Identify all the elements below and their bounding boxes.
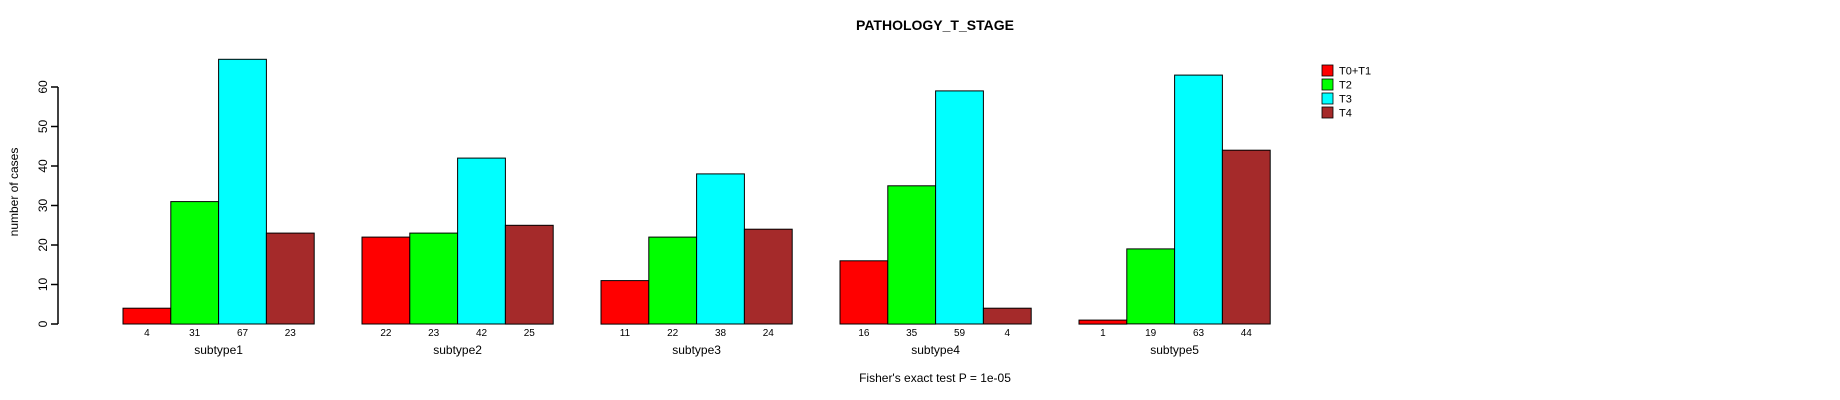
legend-swatch-T3 (1321, 92, 1334, 105)
bar-value-label: 4 (144, 328, 150, 339)
legend-swatch-T2 (1321, 78, 1334, 91)
bar-T0+T1-subtype5 (1078, 319, 1128, 325)
bar-T2-subtype3 (648, 236, 698, 325)
bar-value-label: 22 (380, 328, 392, 339)
bar-T0+T1-subtype1 (122, 307, 172, 325)
bar-value-label: 67 (237, 328, 249, 339)
legend-swatch-T0+T1 (1321, 64, 1334, 77)
bar-value-label: 31 (189, 328, 201, 339)
bars-layer (122, 58, 1271, 325)
legend-label-T0+T1: T0+T1 (1339, 66, 1371, 78)
bar-T0+T1-subtype2 (361, 236, 411, 325)
y-tick-label: 50 (36, 120, 50, 134)
bar-value-label: 19 (1145, 328, 1157, 339)
labels-layer: 4 31 67 23 subtype1 22 23 42 25 subtype2 11 22 38 24 s… (144, 328, 1252, 357)
bar-value-label: 23 (285, 328, 297, 339)
bar-T3-subtype2 (457, 157, 506, 325)
bar-T2-subtype5 (1126, 248, 1176, 325)
bar-T2-subtype1 (170, 201, 220, 325)
y-tick-label-group: 30 (36, 199, 50, 213)
bar-value-label: 16 (858, 328, 870, 339)
y-tick-label-group: 10 (36, 278, 50, 292)
category-label-subtype3: subtype3 (672, 343, 721, 357)
bar-T2-subtype2 (409, 232, 459, 325)
y-tick-label: 0 (36, 320, 50, 327)
bar-value-label: 24 (763, 328, 775, 339)
category-label-subtype5: subtype5 (1150, 343, 1199, 357)
fisher-test-note: Fisher's exact test P = 1e-05 (859, 371, 1011, 385)
bar-T4-subtype2 (504, 224, 554, 325)
bar-value-label: 11 (620, 328, 631, 339)
bar-T0+T1-subtype4 (839, 260, 889, 325)
y-axis-label-group: number of cases (7, 148, 21, 237)
category-label-subtype2: subtype2 (433, 343, 482, 357)
y-axis-label: number of cases (7, 148, 21, 237)
legend-label-T3: T3 (1339, 94, 1352, 106)
bar-value-label: 44 (1241, 328, 1253, 339)
bar-T4-subtype3 (743, 228, 793, 325)
y-tick-label-group: 40 (36, 159, 50, 173)
bar-T4-subtype4 (982, 307, 1032, 325)
y-tick-label-group: 20 (36, 238, 50, 252)
bar-T0+T1-subtype3 (600, 280, 650, 325)
y-tick-label: 40 (36, 159, 50, 173)
y-tick-label: 10 (36, 278, 50, 292)
legend-swatch-T4 (1321, 106, 1334, 119)
bar-value-label: 42 (476, 328, 488, 339)
y-tick-label: 60 (36, 80, 50, 94)
legend-label-T4: T4 (1339, 108, 1352, 120)
y-tick-label-group: 50 (36, 120, 50, 134)
y-axis: 0 10 20 30 40 50 60 (36, 80, 59, 327)
bar-value-label: 22 (667, 328, 679, 339)
y-tick-label-group: 0 (36, 320, 50, 327)
y-tick-label-group: 60 (36, 80, 50, 94)
y-tick-label: 20 (36, 238, 50, 252)
category-label-subtype4: subtype4 (911, 343, 960, 357)
bar-value-label: 59 (954, 328, 966, 339)
bar-value-label: 25 (524, 328, 536, 339)
chart-title: PATHOLOGY_T_STAGE (856, 17, 1014, 33)
bar-T3-subtype3 (696, 173, 745, 325)
legend-label-T2: T2 (1339, 80, 1352, 92)
bar-T4-subtype5 (1221, 149, 1271, 325)
bar-value-label: 23 (428, 328, 440, 339)
category-label-subtype1: subtype1 (194, 343, 243, 357)
legend: T0+T1 T2 T3 T4 (1321, 64, 1371, 120)
bar-T4-subtype1 (265, 232, 315, 325)
bar-T3-subtype5 (1174, 74, 1223, 325)
bar-T2-subtype4 (887, 185, 937, 325)
bar-value-label: 1 (1100, 328, 1106, 339)
bar-value-label: 63 (1193, 328, 1205, 339)
bar-value-label: 35 (906, 328, 918, 339)
bar-value-label: 4 (1005, 328, 1011, 339)
bar-T3-subtype1 (218, 58, 267, 325)
y-tick-label: 30 (36, 199, 50, 213)
bar-value-label: 38 (715, 328, 727, 339)
bar-T3-subtype4 (935, 90, 984, 325)
